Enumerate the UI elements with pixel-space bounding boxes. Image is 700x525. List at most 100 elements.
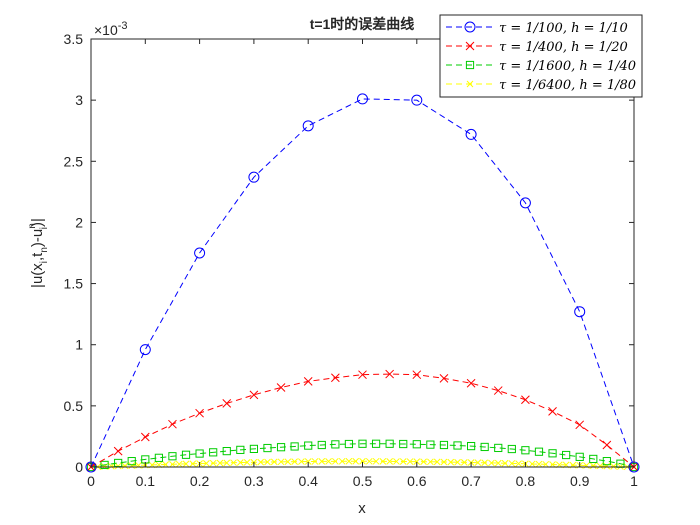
y-tick-label: 0: [75, 459, 83, 475]
data-point: [371, 439, 381, 448]
data-point: [610, 463, 617, 470]
exponent-prefix: ×10: [94, 22, 118, 38]
legend-item: τ = 1/400, h = 1/20: [446, 40, 628, 55]
data-point: [412, 370, 422, 380]
data-point: [385, 369, 395, 379]
data-point: [127, 457, 136, 466]
data-point: [465, 128, 477, 140]
data-point: [108, 462, 115, 470]
data-point: [534, 447, 544, 456]
x-tick-label: 0.2: [190, 473, 210, 489]
legend-label: τ = 1/1600, h = 1/40: [499, 59, 636, 74]
x-axis-label: x: [358, 500, 366, 517]
data-point: [128, 462, 136, 469]
data-point: [290, 442, 299, 451]
data-point: [121, 462, 129, 470]
legend: τ = 1/100, h = 1/10 τ = 1/400, h = 1/20 τ …: [439, 14, 643, 98]
legend-item: τ = 1/1600, h = 1/40: [446, 59, 636, 74]
data-point: [113, 446, 123, 456]
data-point: [358, 370, 367, 380]
data-point: [466, 80, 474, 88]
legend-box: [439, 14, 643, 98]
data-point: [528, 460, 536, 468]
data-point: [474, 459, 482, 466]
data-point: [521, 446, 530, 455]
legend-item: τ = 1/100, h = 1/10: [446, 21, 628, 36]
data-point: [209, 459, 217, 467]
data-point: [393, 458, 400, 465]
x-tick-label: 1: [630, 473, 638, 489]
data-point: [181, 450, 191, 459]
data-point: [494, 443, 503, 453]
data-point: [304, 458, 312, 465]
series-line: [90, 443, 635, 468]
data-point: [344, 439, 354, 449]
data-point: [169, 460, 176, 468]
data-point: [168, 452, 177, 461]
data-point: [195, 449, 204, 458]
plot-area: [91, 39, 634, 467]
data-point: [386, 458, 394, 465]
data-point: [575, 452, 584, 461]
data-point: [521, 395, 530, 405]
data-point: [325, 457, 332, 465]
data-point: [236, 445, 245, 454]
y-axis-label: |u(xi,tn)-uni)|: [27, 218, 50, 288]
data-point: [589, 462, 597, 470]
data-point: [379, 457, 387, 465]
data-point: [140, 432, 150, 442]
exponent-label: ×10-3: [94, 20, 128, 38]
data-point: [466, 378, 476, 388]
data-point: [154, 453, 163, 462]
data-point: [372, 457, 380, 465]
y-tick-label: 1.5: [64, 276, 84, 292]
data-point: [583, 462, 590, 469]
y-tick-label: 2.5: [64, 153, 84, 169]
data-point: [465, 41, 475, 51]
data-point: [481, 459, 489, 467]
series-2: [86, 369, 639, 472]
chart-title: t=1时的误差曲线: [310, 16, 415, 32]
data-point: [298, 458, 305, 465]
legend-item: τ = 1/6400, h = 1/80: [446, 78, 636, 93]
data-point: [209, 448, 218, 457]
data-point: [358, 439, 367, 448]
data-point: [508, 460, 516, 467]
data-point: [189, 460, 197, 468]
series-line: [90, 98, 635, 468]
data-point: [589, 454, 598, 464]
x-tick-label: 0.7: [461, 473, 481, 489]
data-point: [440, 458, 448, 466]
data-point: [249, 390, 259, 400]
data-point: [230, 459, 237, 467]
data-point: [454, 458, 461, 466]
data-point: [291, 458, 298, 465]
legend-items: τ = 1/100, h = 1/10 τ = 1/400, h = 1/20 τ …: [446, 21, 636, 93]
data-point: [331, 457, 339, 465]
data-point: [602, 440, 612, 450]
data-point: [596, 462, 604, 470]
data-point: [535, 460, 543, 468]
series-1: [85, 93, 640, 473]
data-point: [270, 458, 278, 466]
data-point: [493, 386, 503, 395]
data-point: [575, 420, 585, 430]
data-point: [411, 94, 423, 106]
data-point: [182, 460, 190, 468]
data-point: [318, 458, 326, 465]
data-point: [602, 457, 611, 466]
data-point: [243, 459, 251, 466]
data-point: [488, 459, 495, 467]
data-point: [453, 441, 462, 450]
data-point: [264, 458, 271, 466]
y-tick-label: 0.5: [64, 398, 84, 414]
data-point: [248, 171, 260, 183]
data-point: [114, 462, 122, 470]
data-point: [276, 443, 286, 452]
data-point: [195, 408, 204, 418]
x-tick-label: 0: [87, 473, 95, 489]
data-point: [439, 373, 449, 383]
data-point: [365, 457, 373, 465]
data-point: [257, 458, 265, 466]
